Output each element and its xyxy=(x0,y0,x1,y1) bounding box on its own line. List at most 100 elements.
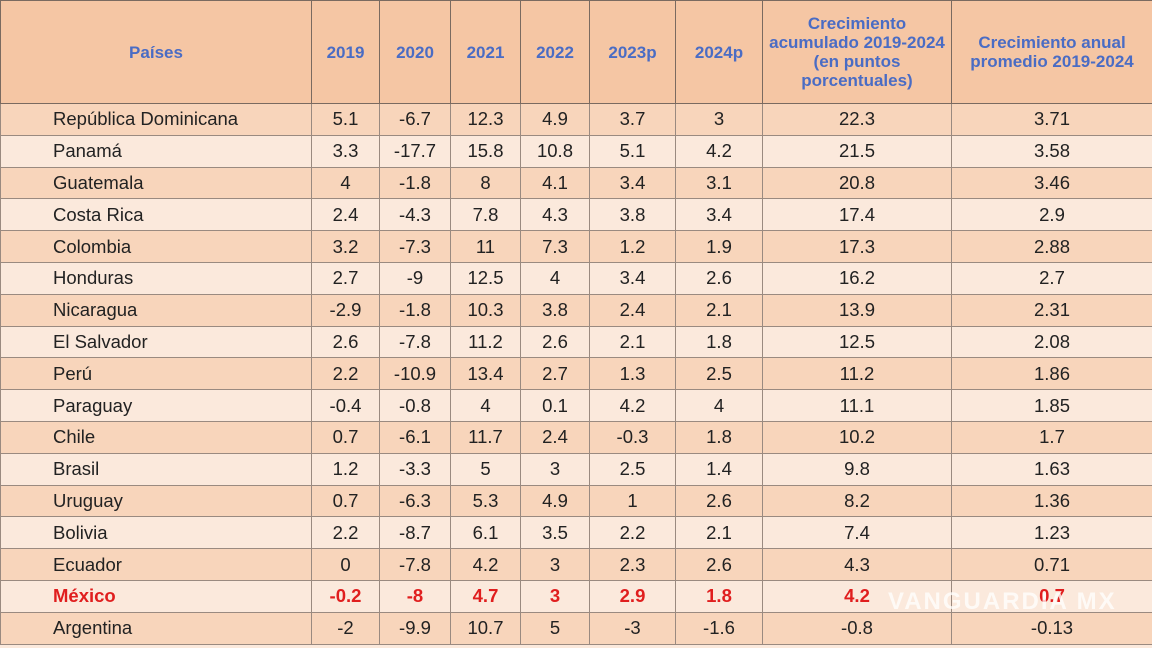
table-row: Paraguay -0.4 -0.8 4 0.1 4.2 4 11.1 1.85 xyxy=(0,389,1152,422)
value-cell: 5 xyxy=(450,452,521,486)
value-cell: 3.2 xyxy=(311,230,380,263)
value-cell: 11.2 xyxy=(450,325,521,359)
country-cell: Uruguay xyxy=(0,484,312,518)
value-cell: 4.3 xyxy=(762,548,952,581)
value-cell: 2.7 xyxy=(311,261,380,295)
value-cell: 1.63 xyxy=(951,452,1152,486)
table-row: Brasil 1.2 -3.3 5 3 2.5 1.4 9.8 1.63 xyxy=(0,452,1152,486)
value-cell: 13.4 xyxy=(450,357,521,391)
country-cell: Ecuador xyxy=(0,548,312,581)
value-cell: 10.8 xyxy=(520,134,590,168)
value-cell: 3.5 xyxy=(520,516,590,550)
value-cell: 2.08 xyxy=(951,325,1152,359)
value-cell: 11 xyxy=(450,230,521,263)
value-cell: -0.4 xyxy=(311,389,380,422)
value-cell: 3 xyxy=(520,548,590,581)
value-cell: 2.1 xyxy=(675,516,763,550)
value-cell: 2.6 xyxy=(520,325,590,359)
column-header: 2019 xyxy=(311,0,380,104)
value-cell: 2.4 xyxy=(520,420,590,454)
value-cell: -7.3 xyxy=(379,230,451,263)
value-cell: 3 xyxy=(520,452,590,486)
table-row: Perú 2.2 -10.9 13.4 2.7 1.3 2.5 11.2 1.86 xyxy=(0,357,1152,391)
country-cell: Honduras xyxy=(0,261,312,295)
value-cell: -7.8 xyxy=(379,548,451,581)
value-cell: 2.1 xyxy=(589,325,676,359)
table-row: Colombia 3.2 -7.3 11 7.3 1.2 1.9 17.3 2.88 xyxy=(0,230,1152,263)
table-row: Argentina -2 -9.9 10.7 5 -3 -1.6 -0.8 -0.13 xyxy=(0,611,1152,645)
value-cell: 12.5 xyxy=(450,261,521,295)
table-row: El Salvador 2.6 -7.8 11.2 2.6 2.1 1.8 12.5 2.08 xyxy=(0,325,1152,359)
value-cell: 2.3 xyxy=(589,548,676,581)
value-cell: 4 xyxy=(520,261,590,295)
value-cell: 4.9 xyxy=(520,103,590,136)
value-cell: 4 xyxy=(675,389,763,422)
value-cell: 4.2 xyxy=(675,134,763,168)
value-cell: -1.6 xyxy=(675,611,763,645)
country-cell: El Salvador xyxy=(0,325,312,359)
value-cell: -9 xyxy=(379,261,451,295)
value-cell: 5 xyxy=(520,611,590,645)
value-cell: 2.4 xyxy=(589,293,676,327)
country-cell: Bolivia xyxy=(0,516,312,550)
value-cell: 1 xyxy=(589,484,676,518)
value-cell: 1.3 xyxy=(589,357,676,391)
value-cell: -4.3 xyxy=(379,198,451,232)
value-cell: 3.3 xyxy=(311,134,380,168)
value-cell: 1.4 xyxy=(675,452,763,486)
value-cell: 4.2 xyxy=(762,579,952,613)
table-row: Bolivia 2.2 -8.7 6.1 3.5 2.2 2.1 7.4 1.23 xyxy=(0,516,1152,550)
value-cell: 2.2 xyxy=(311,357,380,391)
value-cell: -9.9 xyxy=(379,611,451,645)
value-cell: 3.7 xyxy=(589,103,676,136)
table-row: Ecuador 0 -7.8 4.2 3 2.3 2.6 4.3 0.71 xyxy=(0,548,1152,581)
value-cell: 5.3 xyxy=(450,484,521,518)
value-cell: 4.2 xyxy=(450,548,521,581)
table-row: Nicaragua -2.9 -1.8 10.3 3.8 2.4 2.1 13.9 2.31 xyxy=(0,293,1152,327)
value-cell: 2.31 xyxy=(951,293,1152,327)
column-header: 2022 xyxy=(520,0,590,104)
value-cell: 1.2 xyxy=(311,452,380,486)
value-cell: 11.7 xyxy=(450,420,521,454)
value-cell: 1.8 xyxy=(675,325,763,359)
value-cell: -0.8 xyxy=(379,389,451,422)
value-cell: 16.2 xyxy=(762,261,952,295)
value-cell: 7.8 xyxy=(450,198,521,232)
value-cell: 12.3 xyxy=(450,103,521,136)
value-cell: 3 xyxy=(520,579,590,613)
value-cell: 9.8 xyxy=(762,452,952,486)
watermark: VANGUARDIA MX xyxy=(888,588,1117,615)
table-row: Panamá 3.3 -17.7 15.8 10.8 5.1 4.2 21.5 3.58 xyxy=(0,134,1152,168)
value-cell: -2.9 xyxy=(311,293,380,327)
value-cell: 1.36 xyxy=(951,484,1152,518)
table-row: Chile 0.7 -6.1 11.7 2.4 -0.3 1.8 10.2 1.7 xyxy=(0,420,1152,454)
column-header: Crecimiento anual promedio 2019-2024 xyxy=(951,0,1152,104)
table-row: Guatemala 4 -1.8 8 4.1 3.4 3.1 20.8 3.46 xyxy=(0,166,1152,200)
value-cell: -8 xyxy=(379,579,451,613)
value-cell: 2.5 xyxy=(589,452,676,486)
value-cell: 6.1 xyxy=(450,516,521,550)
column-header: Crecimiento acumulado 2019-2024 (en punt… xyxy=(762,0,952,104)
value-cell: 3.4 xyxy=(675,198,763,232)
value-cell: 1.7 xyxy=(951,420,1152,454)
header-row: Países 2019 2020 2021 2022 2023p 2024p Crecimie… xyxy=(0,0,1152,104)
column-header: 2020 xyxy=(379,0,451,104)
value-cell: 4.7 xyxy=(450,579,521,613)
value-cell: 2.1 xyxy=(675,293,763,327)
value-cell: 0 xyxy=(311,548,380,581)
country-cell: Costa Rica xyxy=(0,198,312,232)
value-cell: 4 xyxy=(450,389,521,422)
country-cell: Colombia xyxy=(0,230,312,263)
value-cell: -6.1 xyxy=(379,420,451,454)
value-cell: -10.9 xyxy=(379,357,451,391)
table-row: Costa Rica 2.4 -4.3 7.8 4.3 3.8 3.4 17.4 2.9 xyxy=(0,198,1152,232)
value-cell: 11.1 xyxy=(762,389,952,422)
value-cell: 2.7 xyxy=(951,261,1152,295)
value-cell: -6.7 xyxy=(379,103,451,136)
value-cell: 8 xyxy=(450,166,521,200)
value-cell: 22.3 xyxy=(762,103,952,136)
value-cell: 21.5 xyxy=(762,134,952,168)
value-cell: 0.7 xyxy=(311,420,380,454)
value-cell: 4.9 xyxy=(520,484,590,518)
